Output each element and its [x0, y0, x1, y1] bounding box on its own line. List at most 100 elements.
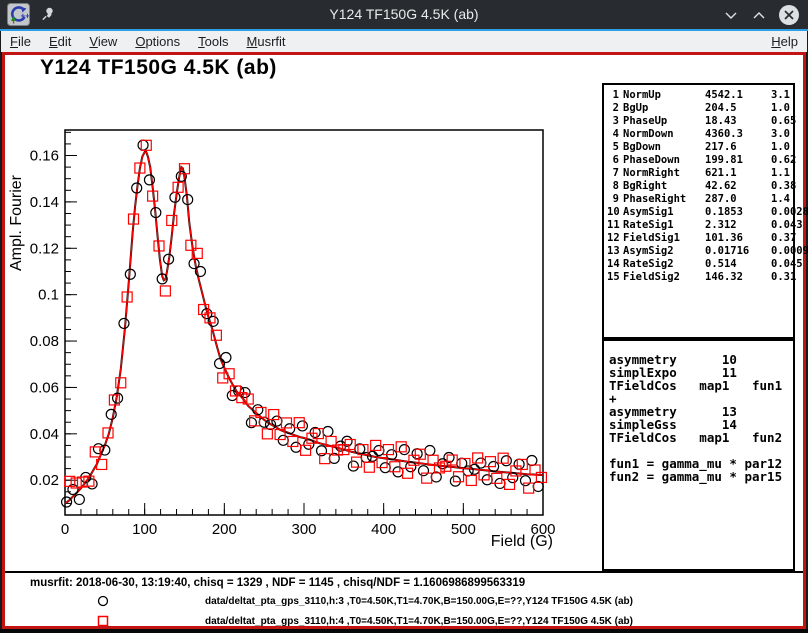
param-err: 0.00098 — [771, 245, 808, 257]
root-canvas[interactable]: Y124 TF150G 4.5K (ab) 0 100 200 300 400 500 60… — [2, 52, 808, 629]
legend-label-h4: data/deltat_pta_gps_3110,h:4 ,T0=4.50K,T… — [205, 616, 633, 627]
menu-bar: File Edit View Options Tools Musrfit Help — [1, 31, 807, 52]
param-val: 287.0 — [705, 193, 737, 205]
svg-text:0.14: 0.14 — [30, 194, 59, 211]
param-name: NormRight — [623, 167, 680, 179]
legend-entry-h3[interactable]: data/deltat_pta_gps_3110,h:3 ,T0=4.50K,T… — [5, 593, 803, 609]
param-val: 621.1 — [705, 167, 737, 179]
param-err: 0.38 — [771, 180, 797, 192]
maximize-button[interactable] — [748, 4, 770, 26]
param-name: PhaseRight — [623, 193, 687, 205]
menu-item-musrfit[interactable]: Musrfit — [246, 34, 286, 49]
param-val: 0.514 — [705, 258, 737, 270]
param-err: 3.0 — [771, 128, 790, 140]
param-err: 3.1 — [771, 89, 790, 101]
param-val: 0.1853 — [705, 206, 743, 218]
legend-label-h3: data/deltat_pta_gps_3110,h:3 ,T0=4.50K,T… — [205, 596, 633, 607]
svg-text:500: 500 — [451, 521, 476, 538]
param-val: 18.43 — [705, 115, 737, 127]
pin-icon[interactable] — [40, 6, 56, 22]
param-name: FieldSig2 — [623, 271, 680, 283]
param-name: AsymSig2 — [623, 245, 674, 257]
param-err: 1.4 — [771, 193, 790, 205]
svg-text:0: 0 — [61, 521, 69, 538]
param-err: 0.045 — [771, 258, 803, 270]
window-title: Y124 TF150G 4.5K (ab) — [329, 6, 479, 22]
param-name: RateSig1 — [623, 219, 674, 231]
menu-item-tools[interactable]: Tools — [198, 34, 229, 49]
theory-panel[interactable]: asymmetry 10 simplExpo 11 TFieldCos map1… — [602, 339, 795, 571]
param-name: BgUp — [623, 102, 649, 114]
svg-text:100: 100 — [132, 521, 157, 538]
svg-text:0.12: 0.12 — [30, 240, 59, 257]
param-val: 42.62 — [705, 180, 737, 192]
plot-title: Y124 TF150G 4.5K (ab) — [40, 56, 277, 79]
square-marker-icon — [97, 615, 109, 627]
param-name: RateSig2 — [623, 258, 674, 270]
param-err: 0.0028 — [771, 206, 808, 218]
param-name: FieldSig1 — [623, 232, 680, 244]
menu-item-help[interactable]: Help — [771, 34, 798, 49]
param-num: 12 — [607, 232, 620, 244]
param-name: AsymSig1 — [623, 206, 674, 218]
param-num: 13 — [607, 245, 620, 257]
param-num: 11 — [607, 219, 620, 231]
svg-text:300: 300 — [291, 521, 316, 538]
window-bottom-edge — [0, 629, 808, 633]
parameter-table: 1 NormUp 4542.1 3.1 2 BgUp 204.5 1.0 3 PhaseUp 18.… — [604, 85, 808, 284]
fourier-plot[interactable]: 0 100 200 300 400 500 600 0.02 0.04 0.06 0.08 0.1 0.… — [5, 55, 605, 580]
svg-text:0.06: 0.06 — [30, 379, 59, 396]
root-app-icon: ++ — [7, 3, 30, 26]
param-val: 4360.3 — [705, 128, 743, 140]
param-val: 217.6 — [705, 141, 737, 153]
fit-info-text: musrfit: 2018-06-30, 13:19:40, chisq = 1… — [30, 577, 526, 589]
param-val: 204.5 — [705, 102, 737, 114]
param-err: 0.65 — [771, 115, 797, 127]
param-num: 4 — [612, 128, 619, 140]
param-err: 0.37 — [771, 232, 797, 244]
menu-item-options[interactable]: Options — [135, 34, 181, 49]
title-bar[interactable]: ++ Y124 TF150G 4.5K (ab) — [0, 0, 808, 29]
param-val: 4542.1 — [705, 89, 743, 101]
svg-text:Ampl. Fourier: Ampl. Fourier — [8, 174, 25, 271]
param-num: 3 — [612, 115, 619, 127]
param-num: 10 — [607, 206, 620, 218]
svg-text:0.04: 0.04 — [30, 426, 59, 443]
menu-item-edit[interactable]: Edit — [48, 34, 72, 49]
param-name: NormDown — [623, 128, 674, 140]
param-val: 199.81 — [705, 154, 743, 166]
minimize-button[interactable] — [720, 4, 742, 26]
svg-text:Field (G): Field (G) — [491, 533, 553, 550]
svg-text:0.08: 0.08 — [30, 333, 59, 350]
param-num: 5 — [612, 141, 619, 153]
param-num: 15 — [607, 271, 620, 283]
param-num: 2 — [612, 102, 619, 114]
svg-text:0.16: 0.16 — [30, 148, 59, 165]
legend-entry-h4[interactable]: data/deltat_pta_gps_3110,h:4 ,T0=4.50K,T… — [5, 613, 803, 629]
param-err: 0.043 — [771, 219, 803, 231]
param-name: NormUp — [623, 89, 661, 101]
fit-parameter-panel[interactable]: 1 NormUp 4542.1 3.1 2 BgUp 204.5 1.0 3 PhaseUp 18.… — [602, 83, 808, 339]
param-name: BgDown — [623, 141, 661, 153]
svg-text:600: 600 — [530, 521, 555, 538]
theory-function-text: asymmetry 10 simplExpo 11 TFieldCos map1… — [609, 352, 783, 484]
svg-text:400: 400 — [371, 521, 396, 538]
param-val: 101.36 — [705, 232, 743, 244]
menu-item-view[interactable]: View — [89, 34, 118, 49]
svg-text:0.1: 0.1 — [38, 287, 59, 304]
param-err: 0.31 — [771, 271, 797, 283]
param-name: PhaseDown — [623, 154, 680, 166]
param-num: 6 — [612, 154, 619, 166]
menu-item-file[interactable]: File — [10, 34, 31, 49]
svg-text:200: 200 — [212, 521, 237, 538]
param-name: BgRight — [623, 180, 668, 192]
param-val: 2.312 — [705, 219, 737, 231]
param-num: 9 — [612, 193, 619, 205]
window-accent-line — [0, 29, 808, 31]
svg-text:0.02: 0.02 — [30, 472, 59, 489]
legend-separator — [5, 571, 803, 573]
close-button[interactable] — [778, 4, 800, 26]
param-num: 14 — [607, 258, 620, 270]
param-err: 1.1 — [771, 167, 790, 179]
